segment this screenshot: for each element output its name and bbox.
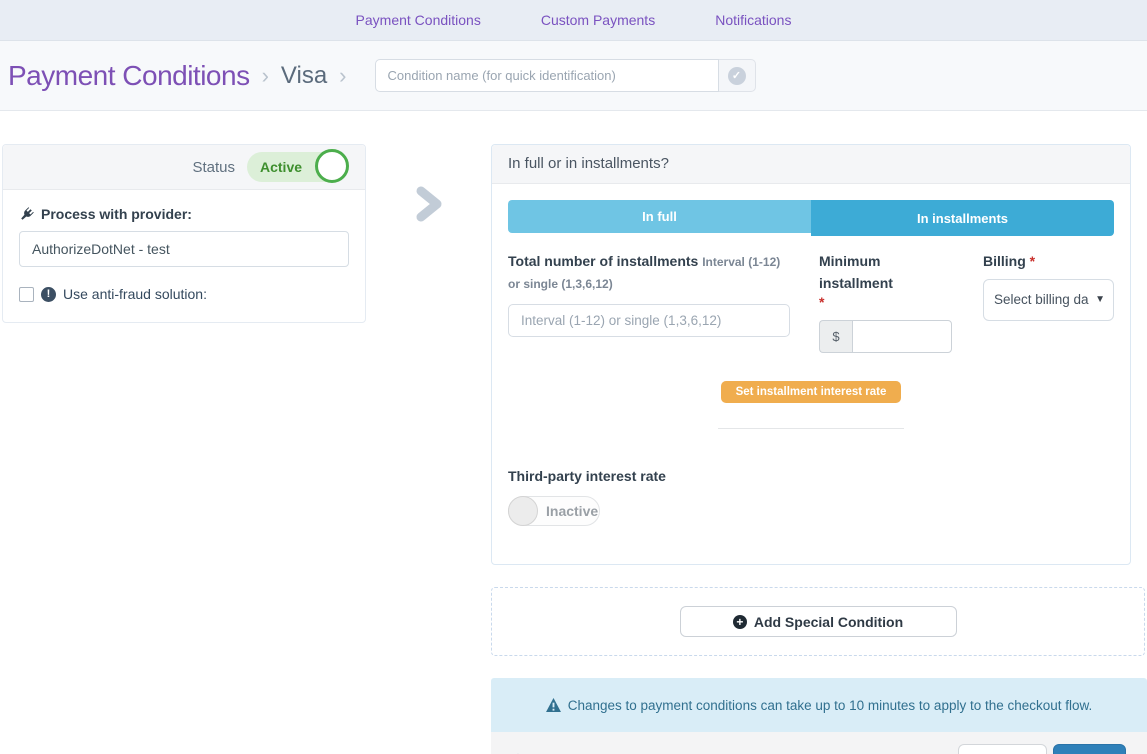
- total-installments-input[interactable]: [508, 304, 790, 338]
- total-installments-hint: Interval (1-12) or single (1,3,6,12): [508, 255, 781, 291]
- total-installments-label-text: Total number of installments: [508, 253, 699, 269]
- info-icon: !: [41, 286, 56, 302]
- provider-label: Process with provider:: [41, 206, 192, 222]
- tab-in-full[interactable]: In full: [508, 200, 811, 233]
- arrow-column: [366, 144, 491, 754]
- notice-bar: Changes to payment conditions can take u…: [491, 678, 1147, 733]
- main-content: Status Active Process with provider: Aut…: [0, 111, 1147, 754]
- interest-button-row: Set installment interest rate: [508, 381, 1114, 404]
- required-asterisk: *: [1029, 253, 1036, 269]
- third-party-label: Third-party interest rate: [508, 468, 666, 485]
- third-party-toggle-label: Inactive: [546, 503, 599, 520]
- condition-name-group: ✓: [374, 59, 756, 92]
- antifraud-checkbox[interactable]: [19, 286, 34, 302]
- installments-panel-header: In full or in installments?: [492, 145, 1130, 184]
- minimum-installment-field: Minimum installment * $: [819, 251, 952, 354]
- page-title[interactable]: Payment Conditions: [8, 59, 250, 91]
- nav-custom-payments[interactable]: Custom Payments: [540, 12, 656, 28]
- tab-in-installments[interactable]: In installments: [811, 200, 1114, 236]
- add-special-condition-button[interactable]: + Add Special Condition: [679, 606, 957, 638]
- antifraud-row: ! Use anti-fraud solution:: [19, 286, 349, 302]
- divider: [718, 428, 904, 430]
- provider-panel-header: Status Active: [3, 145, 365, 190]
- chevron-down-icon: ▼: [1095, 294, 1105, 306]
- provider-label-row: Process with provider:: [19, 206, 349, 222]
- footer-actions: Cancel Save: [957, 744, 1126, 754]
- minimum-installment-input[interactable]: [852, 320, 952, 354]
- billing-field: Billing * Select billing da ▼: [983, 251, 1114, 353]
- save-button[interactable]: Save: [1052, 744, 1126, 754]
- breadcrumb-card-name: Visa: [280, 61, 328, 89]
- nav-notifications[interactable]: Notifications: [715, 12, 792, 28]
- billing-select-value: Select billing da: [994, 292, 1089, 308]
- add-special-condition-label: Add Special Condition: [753, 613, 904, 630]
- installments-form-row: Total number of installments Interval (1…: [508, 251, 1114, 354]
- minimum-installment-label: Minimum installment: [819, 253, 893, 291]
- required-asterisk: *: [819, 294, 825, 311]
- set-interest-rate-button[interactable]: Set installment interest rate: [720, 381, 902, 404]
- status-toggle-knob: [315, 149, 349, 183]
- status-toggle-label: Active: [260, 159, 303, 175]
- chevron-right-icon: ›: [261, 62, 269, 88]
- currency-addon: $: [819, 320, 852, 354]
- chevron-right-icon: ›: [339, 62, 347, 88]
- third-party-toggle-knob: [508, 496, 538, 527]
- provider-select[interactable]: AuthorizeDotNet - test: [19, 231, 349, 267]
- condition-name-input[interactable]: [374, 59, 719, 92]
- top-navbar: Payment Conditions Custom Payments Notif…: [0, 0, 1147, 41]
- billing-label-text: Billing: [983, 253, 1026, 269]
- special-condition-container: + Add Special Condition: [491, 587, 1145, 657]
- footer-bar: Cancel Save: [491, 732, 1147, 754]
- third-party-toggle[interactable]: Inactive: [508, 496, 600, 527]
- cancel-button[interactable]: Cancel: [957, 744, 1047, 754]
- confirm-name-button[interactable]: ✓: [718, 59, 756, 92]
- provider-panel: Status Active Process with provider: Aut…: [2, 144, 366, 323]
- plug-icon: [21, 206, 34, 220]
- billing-select[interactable]: Select billing da ▼: [983, 278, 1114, 321]
- nav-payment-conditions[interactable]: Payment Conditions: [355, 12, 481, 28]
- condition-column: In full or in installments? In full In i…: [491, 144, 1147, 754]
- total-installments-field: Total number of installments Interval (1…: [508, 251, 790, 353]
- status-toggle[interactable]: Active: [247, 149, 349, 183]
- provider-panel-body: Process with provider: AuthorizeDotNet -…: [3, 190, 365, 322]
- notice-text: Changes to payment conditions can take u…: [567, 697, 1093, 713]
- provider-select-value: AuthorizeDotNet - test: [32, 241, 170, 257]
- total-installments-label: Total number of installments Interval (1…: [508, 251, 790, 294]
- antifraud-label: Use anti-fraud solution:: [63, 286, 207, 302]
- chevron-right-icon: [416, 186, 441, 222]
- plus-circle-icon: +: [732, 614, 747, 629]
- status-label: Status: [192, 158, 235, 176]
- check-circle-icon: ✓: [727, 66, 746, 85]
- installments-panel: In full or in installments? In full In i…: [491, 144, 1131, 566]
- installments-panel-body: In full In installments Total number of …: [492, 184, 1130, 564]
- minimum-installment-group: $: [819, 320, 952, 354]
- billing-label: Billing *: [983, 251, 1114, 273]
- warning-icon: [545, 698, 561, 713]
- breadcrumb: Payment Conditions › Visa › ✓: [0, 41, 1147, 111]
- payment-type-tabs: In full In installments: [508, 200, 1114, 236]
